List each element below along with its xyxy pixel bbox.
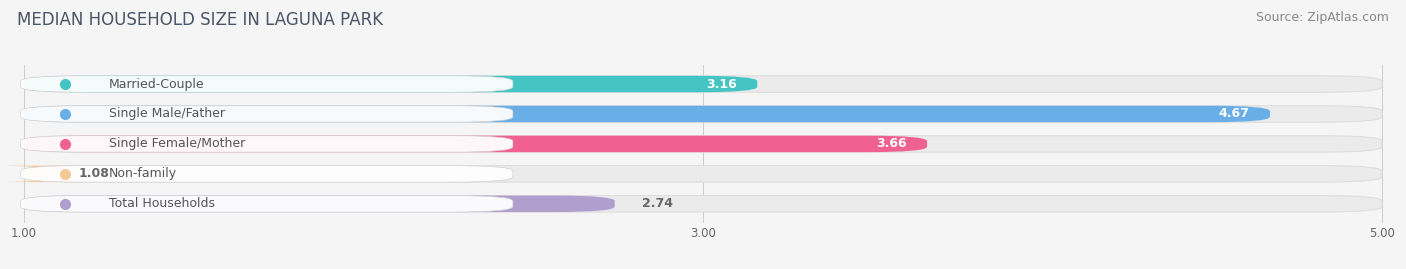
FancyBboxPatch shape	[21, 106, 513, 122]
Text: 2.74: 2.74	[643, 197, 673, 210]
FancyBboxPatch shape	[24, 106, 1270, 122]
FancyBboxPatch shape	[24, 106, 1382, 122]
FancyBboxPatch shape	[24, 136, 1382, 152]
Text: Single Male/Father: Single Male/Father	[108, 108, 225, 121]
FancyBboxPatch shape	[24, 76, 758, 92]
FancyBboxPatch shape	[21, 196, 513, 212]
Text: Total Households: Total Households	[108, 197, 215, 210]
Text: Married-Couple: Married-Couple	[108, 77, 204, 91]
FancyBboxPatch shape	[21, 76, 513, 92]
FancyBboxPatch shape	[24, 196, 614, 212]
FancyBboxPatch shape	[24, 136, 927, 152]
Text: 3.16: 3.16	[706, 77, 737, 91]
Text: 1.08: 1.08	[79, 167, 110, 180]
Text: Source: ZipAtlas.com: Source: ZipAtlas.com	[1256, 11, 1389, 24]
Text: Single Female/Mother: Single Female/Mother	[108, 137, 245, 150]
Text: 4.67: 4.67	[1219, 108, 1250, 121]
FancyBboxPatch shape	[24, 166, 1382, 182]
FancyBboxPatch shape	[21, 166, 513, 182]
Text: 3.66: 3.66	[876, 137, 907, 150]
FancyBboxPatch shape	[0, 166, 86, 182]
FancyBboxPatch shape	[24, 76, 1382, 92]
Text: MEDIAN HOUSEHOLD SIZE IN LAGUNA PARK: MEDIAN HOUSEHOLD SIZE IN LAGUNA PARK	[17, 11, 382, 29]
FancyBboxPatch shape	[24, 196, 1382, 212]
Text: Non-family: Non-family	[108, 167, 177, 180]
FancyBboxPatch shape	[21, 136, 513, 152]
